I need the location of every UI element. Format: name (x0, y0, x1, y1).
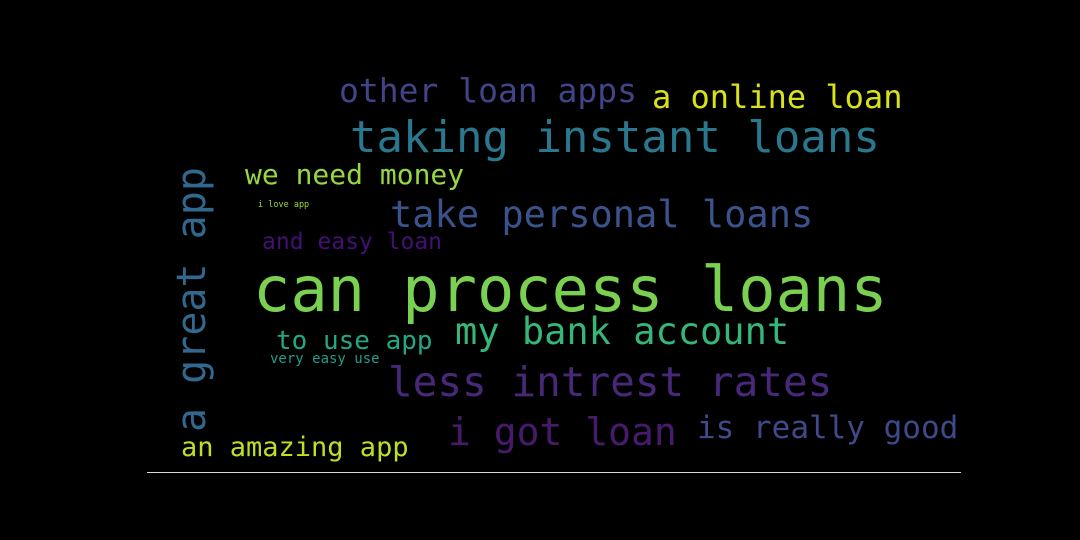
word-is-really-good: is really good (697, 410, 959, 446)
word-we-need-money: we need money (245, 158, 465, 191)
word-take-personal-loans: take personal loans (390, 193, 814, 236)
word-other-loan-apps: other loan apps (339, 71, 638, 110)
word-i-love-app: i love app (258, 200, 310, 210)
word-an-amazing-app: an amazing app (181, 432, 409, 463)
word-i-got-loan: i got loan (448, 410, 677, 454)
word-and-easy-loan: and easy loan (262, 229, 443, 255)
word-my-bank-account: my bank account (455, 310, 790, 353)
word-very-easy-use: very easy use (270, 351, 380, 367)
word-to-use-app: to use app (276, 326, 433, 356)
word-can-process-loans: can process loans (253, 253, 888, 326)
word-less-intrest-rates: less intrest rates (388, 358, 833, 406)
word-a-online-loan: a online loan (652, 78, 903, 116)
word-a-great-app: a great app (169, 167, 215, 432)
divider-line (147, 472, 961, 473)
word-taking-instant-loans: taking instant loans (350, 112, 880, 163)
